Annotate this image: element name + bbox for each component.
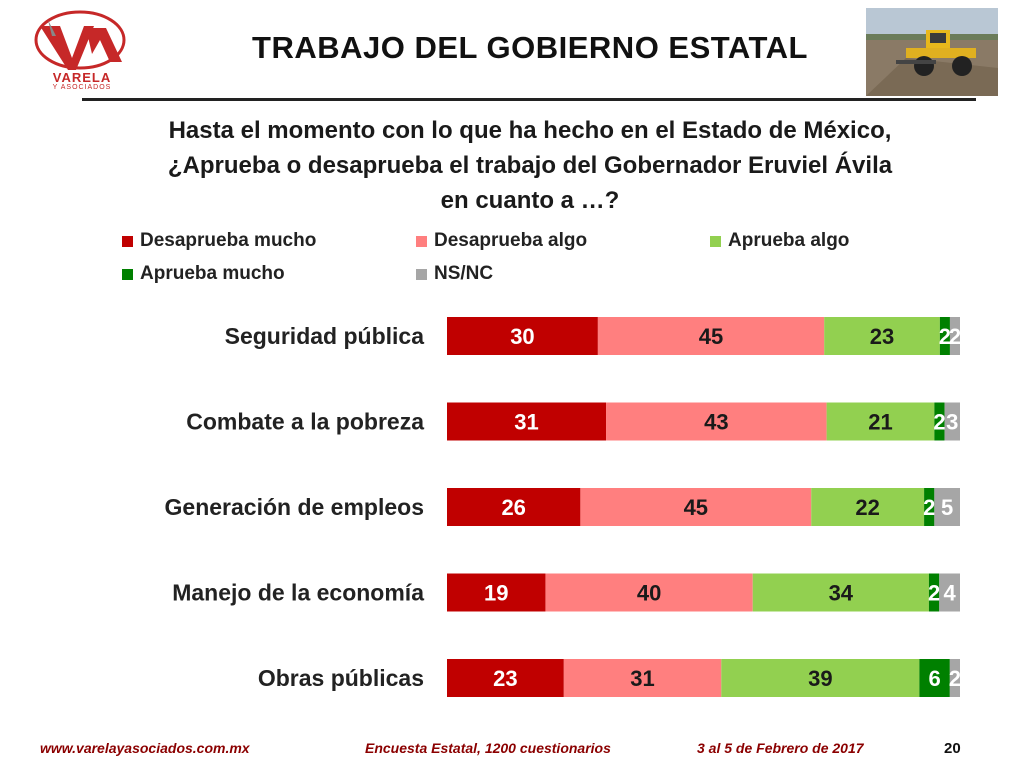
page-number: 20 [944,740,961,757]
data-label-desaprueba-algo-seguridad-publica: 45 [699,324,723,349]
page-title: TRABAJO DEL GOBIERNO ESTATAL [252,30,808,65]
legend-item-desaprueba-mucho: Desaprueba mucho [122,230,316,252]
data-label-aprueba-mucho-manejo-de-la-economia: 2 [928,581,940,606]
bar-desaprueba-mucho-seguridad-publica [447,317,598,355]
varela-logo [34,10,126,70]
data-label-aprueba-algo-manejo-de-la-economia: 34 [829,581,854,606]
bar-aprueba-mucho-combate-a-la-pobreza [934,402,945,441]
footer-website[interactable]: www.varelayasociados.com.mx [40,740,250,756]
header-divider [82,98,976,101]
bar-ns-nc-combate-a-la-pobreza [944,402,960,441]
data-label-desaprueba-algo-generacion-de-empleos: 45 [684,495,708,520]
legend-label: Aprueba mucho [140,263,285,284]
data-label-desaprueba-mucho-obras-publicas: 23 [493,666,517,691]
bar-desaprueba-algo-combate-a-la-pobreza [606,402,827,441]
bar-aprueba-algo-obras-publicas [721,659,920,697]
category-label-obras-publicas: Obras públicas [258,665,424,691]
bar-aprueba-algo-manejo-de-la-economia [752,573,929,612]
data-label-aprueba-mucho-obras-publicas: 6 [928,666,940,691]
bar-ns-nc-obras-publicas [949,659,960,697]
data-label-ns-nc-combate-a-la-pobreza: 3 [946,410,958,435]
grader-photo [866,8,998,96]
data-label-ns-nc-generacion-de-empleos: 5 [941,495,953,520]
category-label-seguridad-publica: Seguridad pública [225,323,425,349]
footer-dates: 3 al 5 de Febrero de 2017 [697,740,864,756]
legend-item-nsnc: NS/NC [416,263,493,285]
bar-ns-nc-generacion-de-empleos [934,488,960,526]
data-label-desaprueba-mucho-seguridad-publica: 30 [510,324,534,349]
footer-survey: Encuesta Estatal, 1200 cuestionarios [365,740,611,756]
data-label-desaprueba-mucho-generacion-de-empleos: 26 [501,495,525,520]
data-label-aprueba-mucho-combate-a-la-pobreza: 2 [933,410,945,435]
legend-swatch [416,235,427,247]
data-label-ns-nc-obras-publicas: 2 [949,666,961,691]
bar-aprueba-algo-seguridad-publica [824,317,940,355]
data-label-aprueba-algo-seguridad-publica: 23 [870,324,894,349]
data-label-aprueba-mucho-generacion-de-empleos: 2 [923,495,935,520]
data-label-aprueba-algo-generacion-de-empleos: 22 [855,495,879,520]
logo-subtext: Y ASOCIADOS [52,84,112,91]
data-label-desaprueba-algo-combate-a-la-pobreza: 43 [704,410,728,435]
data-label-desaprueba-mucho-combate-a-la-pobreza: 31 [514,410,538,435]
data-label-desaprueba-algo-obras-publicas: 31 [630,666,654,691]
data-label-ns-nc-seguridad-publica: 2 [949,324,961,349]
bar-desaprueba-mucho-generacion-de-empleos [447,488,581,526]
legend-item-aprueba-algo: Aprueba algo [710,230,849,252]
bar-aprueba-mucho-obras-publicas [919,659,950,697]
bar-desaprueba-mucho-combate-a-la-pobreza [447,402,607,441]
data-label-ns-nc-manejo-de-la-economia: 4 [944,581,957,606]
legend-item-desaprueba-algo: Desaprueba algo [416,230,587,252]
bar-ns-nc-seguridad-publica [949,317,960,355]
legend-label: Desaprueba algo [434,230,588,251]
survey-question: Hasta el momento con lo que ha hecho en … [70,113,990,218]
bar-aprueba-mucho-manejo-de-la-economia [928,573,940,612]
data-label-desaprueba-algo-manejo-de-la-economia: 40 [637,581,661,606]
bar-desaprueba-algo-seguridad-publica [597,317,825,355]
bar-aprueba-algo-combate-a-la-pobreza [826,402,935,441]
data-label-aprueba-algo-obras-publicas: 39 [808,666,832,691]
bar-ns-nc-manejo-de-la-economia [939,573,960,612]
legend-swatch [122,235,133,247]
category-label-combate-a-la-pobreza: Combate a la pobreza [186,409,424,435]
bar-desaprueba-algo-manejo-de-la-economia [545,573,753,612]
legend-swatch [122,268,133,280]
question-line-2: ¿Aprueba o desaprueba el trabajo del Gob… [167,152,893,179]
bar-desaprueba-mucho-obras-publicas [447,659,564,697]
legend-swatch [416,268,427,280]
bar-aprueba-mucho-seguridad-publica [939,317,950,355]
question-line-3: en cuanto a …? [440,187,620,214]
legend-swatch [710,235,721,247]
bar-desaprueba-mucho-manejo-de-la-economia [447,573,546,612]
data-label-aprueba-mucho-seguridad-publica: 2 [939,324,951,349]
bar-aprueba-algo-generacion-de-empleos [811,488,925,526]
legend-label: NS/NC [434,263,494,284]
legend-label: Aprueba algo [728,230,850,251]
logo-text: VARELA [52,70,112,85]
category-label-generacion-de-empleos: Generación de empleos [165,494,424,520]
bar-desaprueba-algo-obras-publicas [563,659,722,697]
category-label-manejo-de-la-economia: Manejo de la economía [172,580,424,606]
bar-aprueba-mucho-generacion-de-empleos [924,488,935,526]
data-label-aprueba-algo-combate-a-la-pobreza: 21 [868,410,892,435]
legend-item-aprueba-mucho: Aprueba mucho [122,263,285,285]
data-label-desaprueba-mucho-manejo-de-la-economia: 19 [484,581,508,606]
legend-label: Desaprueba mucho [140,230,317,251]
question-line-1: Hasta el momento con lo que ha hecho en … [168,117,892,144]
bar-desaprueba-algo-generacion-de-empleos [580,488,812,526]
